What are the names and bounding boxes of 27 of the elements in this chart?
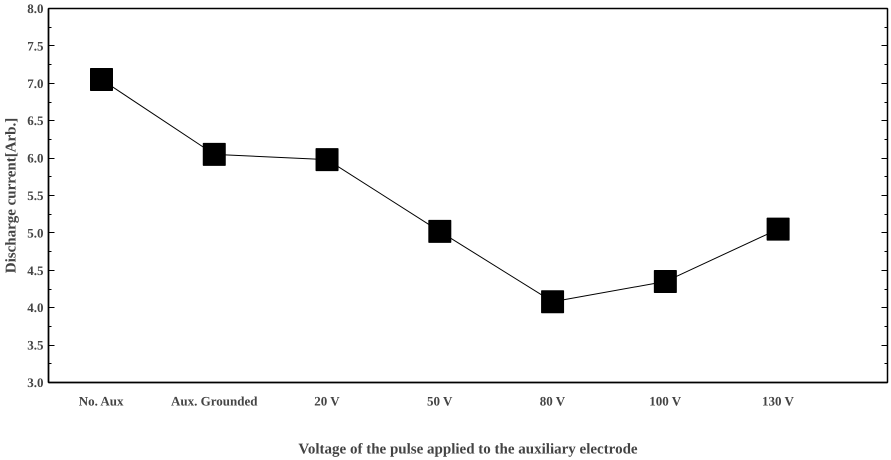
y-tick-label: 4.5 <box>27 262 44 278</box>
point <box>654 270 677 294</box>
y-tick-label: 3.5 <box>27 338 44 353</box>
x-tick-label: 80 V <box>540 394 566 408</box>
y-tick-label: 7.5 <box>27 38 44 54</box>
x-tick-label: 100 V <box>649 394 682 408</box>
y-tick-label: 5.5 <box>27 188 44 203</box>
y-tick-label: 3.0 <box>27 375 44 390</box>
x-axis-title: Voltage of the pulse applied to the auxiliary electrode <box>298 442 638 458</box>
x-tick-label: Aux. Grounded <box>171 394 258 408</box>
x-tick-label: 50 V <box>426 394 454 408</box>
x-tick-label: 130 V <box>762 394 795 408</box>
x-tick-label: No. Aux <box>78 394 124 408</box>
point <box>766 218 790 241</box>
y-tick-label: 8.0 <box>27 1 44 16</box>
y-tick-label: 5.0 <box>27 225 44 240</box>
y-tick-label: 6.0 <box>27 150 44 166</box>
point <box>202 142 226 166</box>
x-tick-label: 20 V <box>314 394 340 408</box>
y-tick-label: 6.5 <box>27 113 44 128</box>
point <box>428 220 452 243</box>
y-tick-label: 4.0 <box>27 300 44 316</box>
y-axis-title: Discharge current[Arb.] <box>3 118 20 274</box>
point <box>90 68 113 92</box>
point <box>316 148 339 172</box>
point <box>541 290 564 314</box>
y-tick-label: 7.0 <box>27 76 44 91</box>
